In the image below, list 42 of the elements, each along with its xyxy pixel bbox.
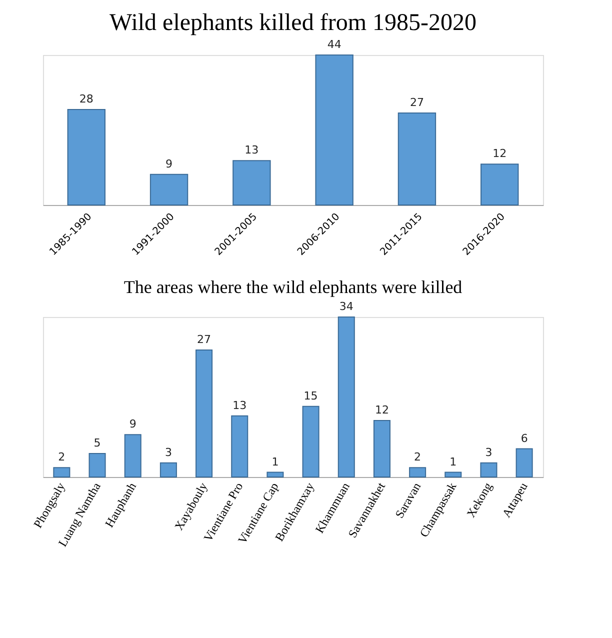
bar — [409, 467, 426, 478]
data-label: 13 — [244, 144, 259, 157]
data-label: 3 — [164, 446, 172, 459]
bar — [231, 415, 248, 478]
chart-title: Wild elephants killed from 1985-2020 — [110, 10, 476, 36]
chart-title: The areas where the wild elephants were killed — [124, 277, 462, 297]
bar — [444, 472, 462, 478]
bar — [266, 472, 284, 478]
data-label: 34 — [339, 300, 354, 313]
bar — [196, 349, 213, 478]
bar — [338, 316, 355, 478]
data-label: 12 — [374, 404, 389, 417]
bar — [124, 434, 142, 478]
data-label: 2 — [58, 450, 66, 464]
bar — [160, 462, 177, 478]
bar — [373, 420, 390, 478]
data-label: 27 — [410, 96, 424, 109]
data-label: 28 — [79, 92, 94, 106]
data-label: 6 — [520, 432, 528, 445]
data-label: 27 — [197, 332, 212, 346]
data-label: 12 — [492, 147, 507, 160]
data-label: 9 — [129, 418, 136, 431]
data-label: 15 — [304, 389, 318, 402]
bar — [88, 452, 106, 478]
bar — [398, 112, 436, 206]
bar — [480, 164, 519, 206]
data-label: 1 — [450, 455, 457, 468]
data-label: 9 — [166, 157, 173, 170]
data-label: 1 — [272, 455, 279, 468]
data-label: 3 — [485, 446, 492, 459]
bar — [150, 174, 188, 206]
data-label: 13 — [232, 398, 247, 412]
bar — [480, 462, 498, 478]
bar — [516, 448, 533, 478]
bar — [315, 54, 354, 206]
data-label: 5 — [94, 436, 101, 450]
bar — [67, 109, 106, 206]
data-label: 2 — [414, 450, 422, 464]
bar — [302, 406, 320, 478]
bar — [53, 467, 70, 478]
bar — [232, 160, 271, 206]
data-label: 44 — [327, 38, 342, 51]
